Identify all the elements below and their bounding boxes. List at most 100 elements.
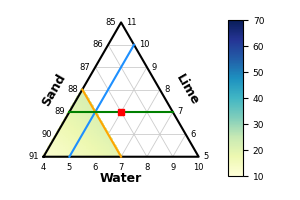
Point bbox=[46, 148, 51, 152]
Text: 10: 10 bbox=[139, 40, 149, 49]
Point bbox=[89, 124, 94, 128]
Point bbox=[84, 118, 88, 121]
Point bbox=[92, 110, 97, 113]
Point bbox=[80, 120, 85, 123]
Point bbox=[63, 149, 68, 153]
Point bbox=[54, 155, 59, 158]
Point bbox=[61, 147, 66, 150]
Point bbox=[86, 100, 91, 104]
Point bbox=[87, 100, 92, 104]
Point bbox=[61, 127, 66, 130]
Point bbox=[62, 132, 67, 136]
Point bbox=[65, 131, 70, 134]
Point bbox=[87, 128, 92, 131]
Point bbox=[93, 149, 98, 153]
Point bbox=[98, 152, 103, 155]
Point bbox=[90, 153, 94, 156]
Point bbox=[102, 127, 107, 130]
Point bbox=[90, 144, 94, 147]
Point bbox=[69, 147, 74, 150]
Point bbox=[86, 143, 91, 146]
Point bbox=[107, 137, 112, 140]
Point bbox=[52, 143, 57, 146]
Point bbox=[91, 121, 96, 124]
Point bbox=[71, 108, 76, 112]
Point bbox=[73, 106, 78, 109]
Point bbox=[72, 140, 77, 144]
Point bbox=[98, 137, 103, 140]
Point bbox=[70, 130, 75, 133]
Point bbox=[58, 154, 62, 157]
Point bbox=[92, 144, 97, 147]
Point bbox=[77, 99, 82, 103]
Point bbox=[59, 141, 64, 145]
Point bbox=[85, 110, 89, 113]
Point bbox=[85, 124, 90, 128]
Point bbox=[54, 143, 58, 146]
Point bbox=[81, 95, 86, 98]
Point bbox=[88, 115, 93, 118]
Text: 9: 9 bbox=[170, 163, 176, 172]
Point bbox=[71, 122, 76, 125]
Point bbox=[42, 154, 46, 157]
Point bbox=[71, 106, 76, 109]
Point bbox=[79, 151, 84, 154]
Point bbox=[97, 154, 102, 157]
Point bbox=[102, 148, 106, 152]
Point bbox=[94, 116, 98, 120]
Point bbox=[68, 145, 73, 148]
Point bbox=[81, 148, 85, 152]
Point bbox=[78, 121, 83, 124]
Point bbox=[96, 116, 101, 120]
Point bbox=[56, 144, 60, 147]
Point bbox=[73, 102, 78, 105]
Point bbox=[96, 123, 101, 126]
Point bbox=[75, 122, 80, 125]
Point bbox=[100, 124, 104, 128]
Point bbox=[90, 151, 94, 154]
Point bbox=[79, 138, 83, 141]
Point bbox=[52, 144, 56, 147]
Point bbox=[81, 104, 86, 107]
Point bbox=[77, 136, 82, 139]
Point bbox=[107, 138, 112, 141]
Point bbox=[92, 132, 97, 136]
Point bbox=[61, 143, 66, 146]
Text: 9: 9 bbox=[152, 63, 157, 72]
Point bbox=[63, 134, 68, 137]
Point bbox=[83, 96, 88, 99]
Point bbox=[62, 155, 67, 158]
Point bbox=[107, 141, 112, 145]
Point bbox=[79, 113, 83, 116]
Point bbox=[70, 112, 75, 115]
Point bbox=[94, 151, 98, 154]
Point bbox=[67, 145, 72, 148]
Point bbox=[100, 154, 104, 157]
Point bbox=[82, 96, 87, 99]
Point bbox=[85, 131, 90, 134]
Point bbox=[77, 154, 82, 157]
Point bbox=[87, 141, 92, 145]
Point bbox=[74, 105, 79, 108]
Point bbox=[62, 151, 67, 154]
Point bbox=[69, 148, 74, 152]
Point bbox=[77, 106, 82, 109]
Point bbox=[88, 134, 93, 137]
Point bbox=[92, 112, 97, 115]
Point bbox=[64, 134, 69, 137]
Point bbox=[81, 139, 85, 142]
Point bbox=[100, 123, 105, 126]
Point bbox=[57, 141, 62, 145]
Point bbox=[69, 138, 74, 141]
Point bbox=[92, 149, 97, 153]
Point bbox=[60, 131, 65, 134]
Point bbox=[51, 154, 56, 157]
Point bbox=[64, 140, 69, 144]
Point bbox=[78, 141, 83, 145]
Point bbox=[96, 115, 100, 118]
Point bbox=[109, 145, 114, 148]
Point bbox=[46, 151, 51, 154]
Point bbox=[67, 131, 72, 134]
Point bbox=[77, 102, 82, 105]
Point bbox=[92, 129, 97, 132]
